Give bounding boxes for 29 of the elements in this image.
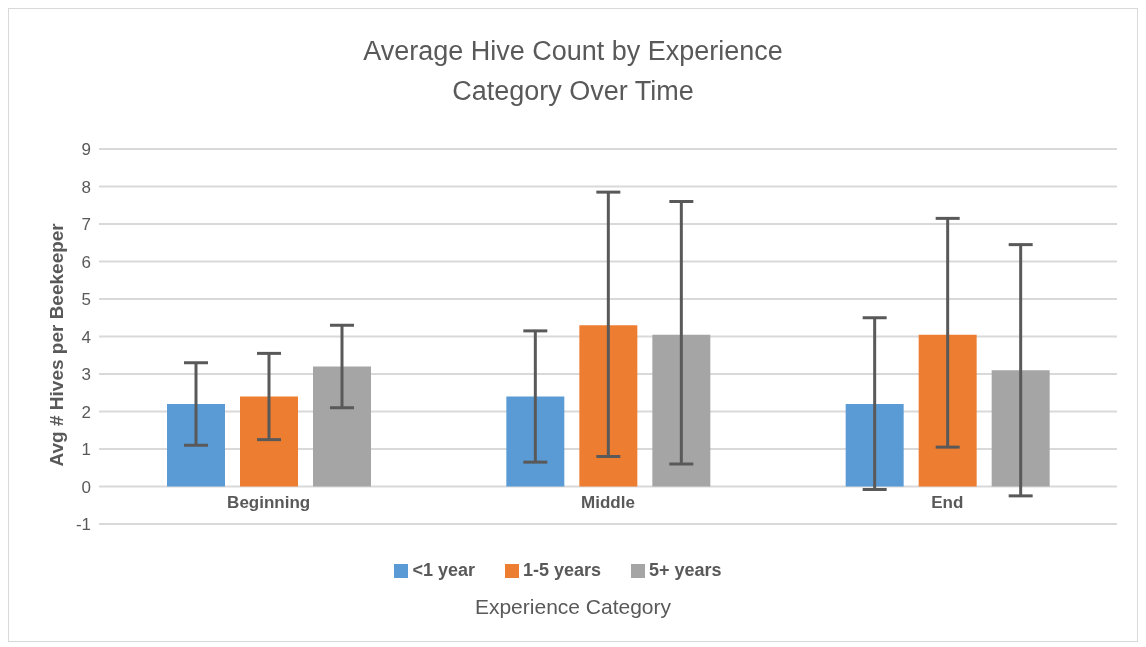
y-tick-label: 8: [81, 177, 91, 197]
y-tick-label: -1: [75, 515, 91, 535]
legend-label: 5+ years: [649, 560, 722, 580]
bar: [313, 366, 371, 487]
y-tick-label: 4: [81, 327, 91, 347]
bar: [506, 396, 565, 487]
x-tick-label: End: [931, 493, 964, 512]
y-axis-title: Avg # Hives per Beekeeper: [45, 222, 67, 467]
bar: [652, 334, 711, 487]
bar: [918, 334, 977, 487]
legend-label: <1 year: [412, 560, 475, 580]
y-tick-label: 5: [81, 290, 91, 310]
y-tick-label: 9: [81, 140, 91, 160]
bar: [167, 404, 225, 487]
y-tick-label: 2: [81, 402, 91, 422]
bar: [845, 404, 904, 487]
bar: [579, 325, 638, 487]
y-tick-label: 3: [81, 365, 91, 385]
x-tick-label: Middle: [581, 493, 635, 512]
chart-title: Average Hive Count by Experience Category Over Time: [362, 35, 784, 108]
y-tick-label: 6: [81, 252, 91, 272]
legend-label: 1-5 years: [522, 560, 602, 580]
bar: [240, 396, 298, 487]
y-tick-label: 1: [81, 440, 91, 460]
y-tick-label: 7: [81, 215, 91, 235]
x-axis-title: Experience Category: [473, 595, 673, 619]
bar: [991, 370, 1050, 487]
x-tick-label: Beginning: [227, 493, 311, 512]
y-tick-label: 0: [81, 477, 91, 497]
